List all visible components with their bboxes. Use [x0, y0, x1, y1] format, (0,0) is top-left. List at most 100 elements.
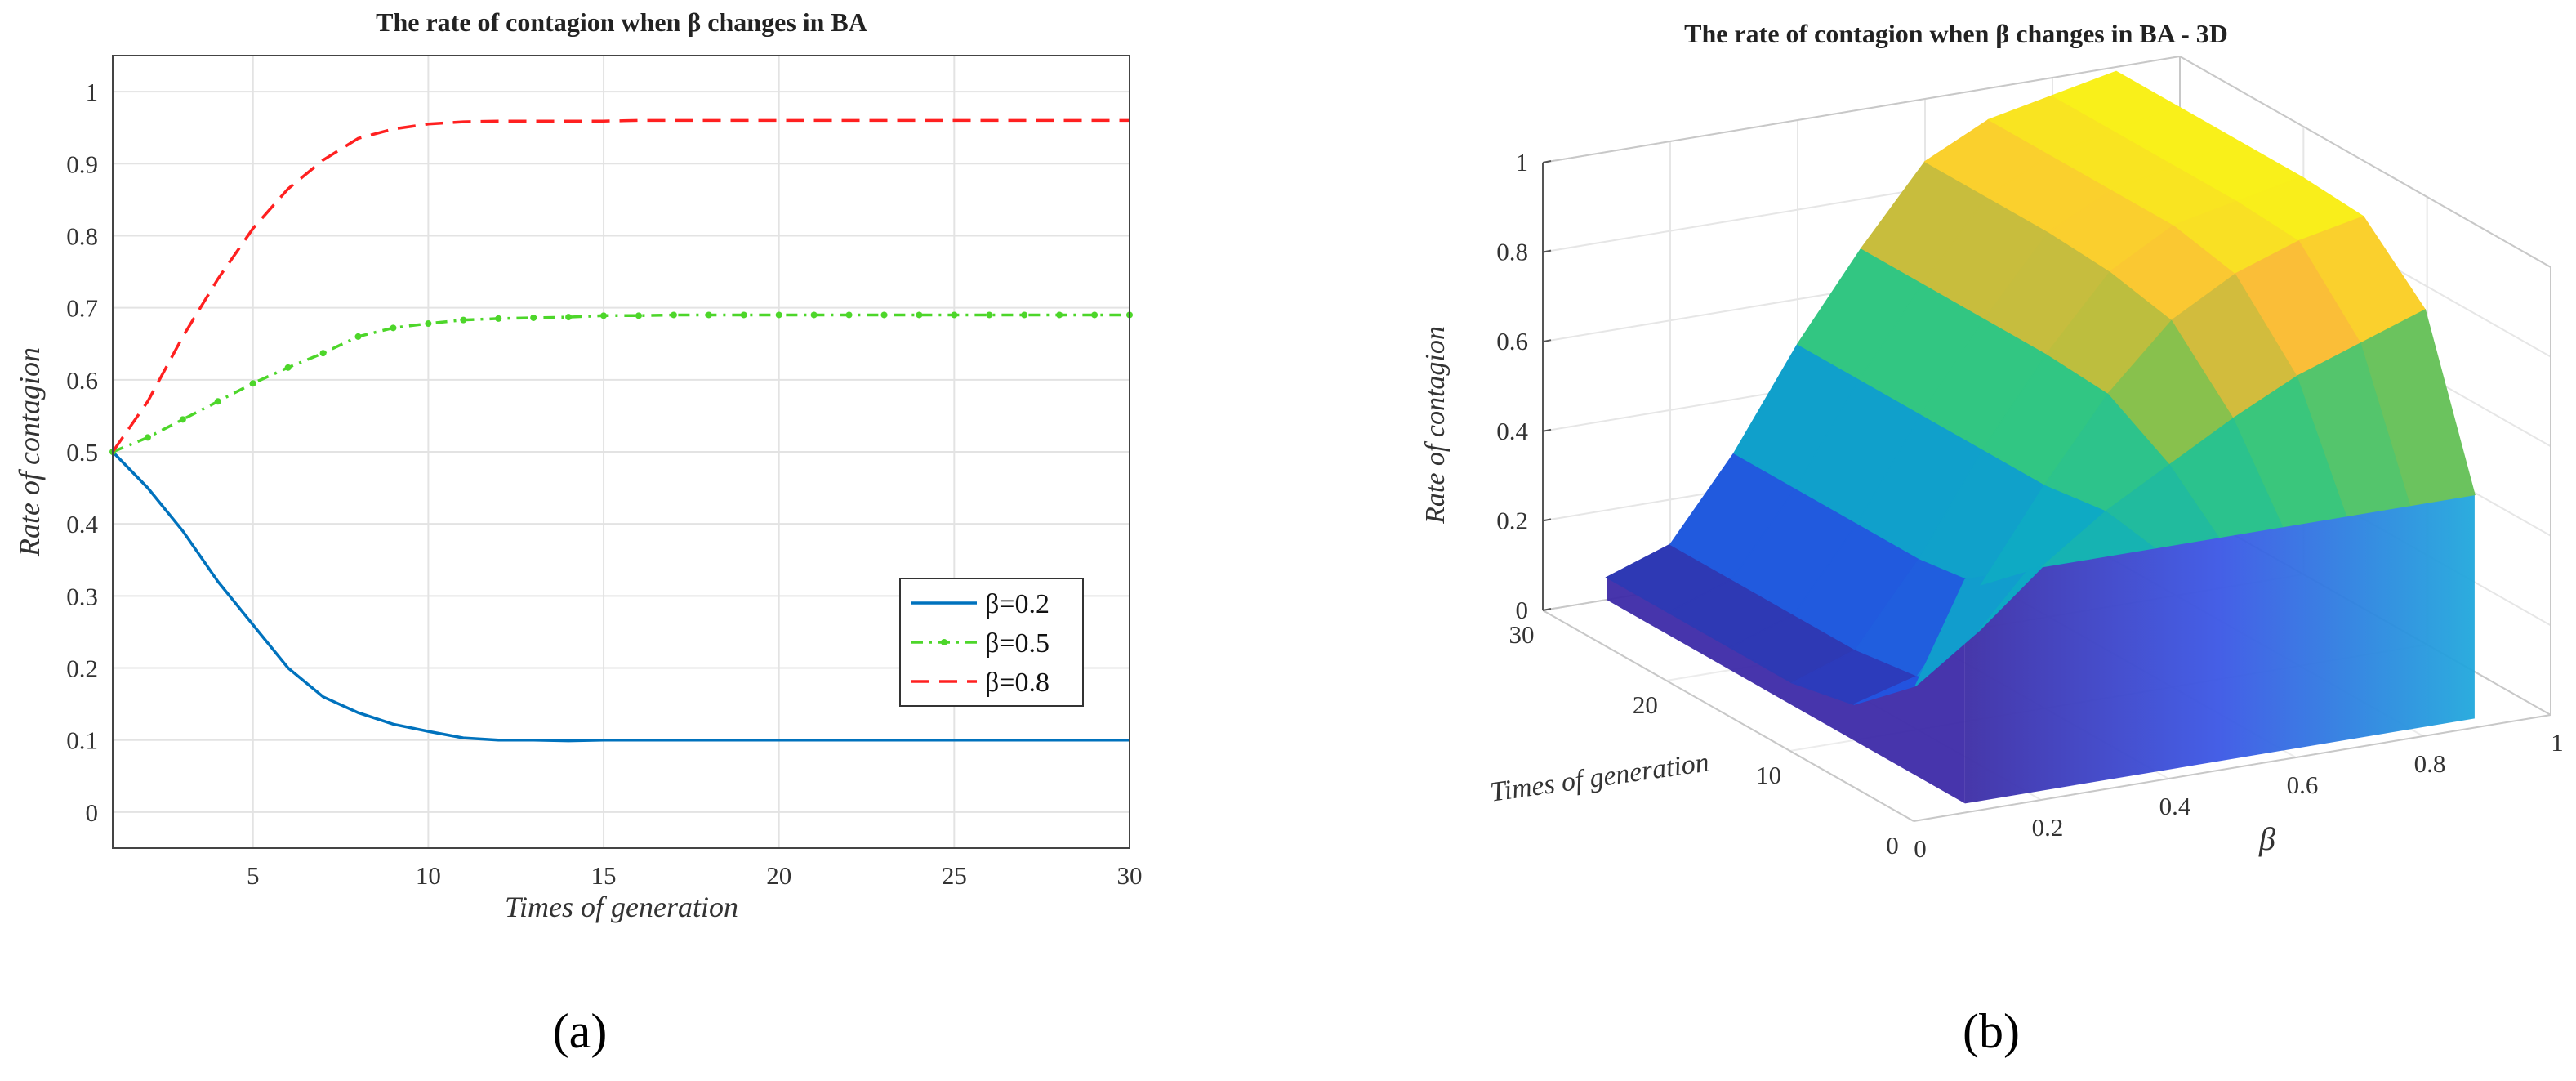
chart-a-title: The rate of contagion when β changes in …: [376, 7, 867, 37]
chart-b-ztick-mark: [1542, 339, 1552, 343]
chart-a-ytick-label: 1: [86, 78, 99, 106]
chart-a-ytick-label: 0.9: [66, 150, 98, 178]
chart-a-legend-label: β=0.8: [985, 668, 1050, 698]
chart-a-ytick-label: 0.4: [66, 510, 98, 538]
chart-a-series-point: [249, 380, 256, 387]
chart-a-series-point: [635, 312, 642, 319]
chart-a-ytick-label: 0.8: [66, 221, 98, 250]
chart-a-series-point: [460, 316, 467, 324]
chart-a-series-point: [705, 311, 712, 319]
chart-a-plot-frame: [112, 55, 1130, 849]
chart-a-legend-label: β=0.5: [985, 628, 1050, 659]
chart-a-series-point: [565, 314, 573, 321]
chart-b-ztick-label: 0.8: [1496, 238, 1528, 266]
chart-b-ztick-label: 0.2: [1496, 506, 1528, 534]
chart-a-series-line-3: [111, 118, 1130, 453]
chart-b-zlabel: Rate of contagion: [1420, 326, 1451, 525]
chart-b-box-edge: [1913, 714, 2551, 822]
chart-a-grid: [113, 56, 1130, 848]
chart-b-xlabel: β: [2258, 820, 2275, 857]
chart-a-series-point: [600, 312, 608, 319]
chart-b-xtick-label: 0: [1914, 834, 1927, 863]
chart-a-legend-label: β=0.2: [985, 589, 1050, 619]
chart-b-ztick-label: 1: [1516, 148, 1529, 176]
chart-a-series-point: [1091, 311, 1099, 319]
chart-a-xtick-label: 10: [416, 861, 441, 890]
chart-a-series-point: [214, 398, 221, 405]
chart-a-series-point: [390, 324, 397, 332]
chart-a-series-point: [425, 320, 432, 328]
chart-b-box-edge: [2179, 56, 2551, 268]
chart-a-series-line-2: [112, 313, 1130, 453]
chart-a-ytick-label: 0.1: [66, 726, 98, 755]
chart-b-ztick-mark: [1542, 160, 1552, 163]
chart-a-xtick-label: 15: [591, 861, 617, 890]
chart-a-xtick-label: 20: [766, 861, 791, 890]
chart-a-legend: β=0.2 β=0.5 β=0.8: [899, 578, 1084, 707]
chart-a-series-point: [775, 311, 782, 319]
chart-a-ylabel: Rate of contagion: [13, 347, 46, 557]
chart-b-ytick-label: 0: [1886, 831, 1899, 860]
chart-b-front-face: [1964, 494, 2475, 804]
chart-b: The rate of contagion when β changes in …: [1420, 19, 2564, 863]
chart-a-xtick-label: 30: [1117, 861, 1143, 890]
chart-a-series-point: [986, 311, 993, 319]
chart-a-ytick-label: 0: [86, 798, 99, 827]
chart-b-surface: [1605, 70, 2476, 804]
chart-a-series-point: [740, 311, 747, 319]
chart-a-series-point: [670, 311, 677, 319]
chart-b-xtick-label: 1: [2551, 728, 2564, 757]
chart-a-ytick-label: 0.6: [66, 366, 98, 395]
chart-a-ytick-label: 0.5: [66, 438, 98, 467]
chart-a-series-point: [495, 315, 502, 322]
chart-b-xtick-label: 0.4: [2159, 792, 2191, 820]
chart-a-series-point: [916, 311, 923, 319]
chart-b-ytick-label: 10: [1756, 761, 1781, 789]
panel-b-label: (b): [1963, 1004, 2020, 1058]
chart-a-ticks: 00.10.20.30.40.50.60.70.80.915 10 15 20 25 30: [66, 78, 1142, 890]
chart-a-ytick-label: 0.2: [66, 654, 98, 683]
chart-b-box-edge: [1542, 610, 1914, 822]
chart-b-xtick-label: 0.2: [2032, 813, 2064, 842]
chart-b-ztick-label: 0.4: [1496, 417, 1528, 445]
chart-a: The rate of contagion when β changes in …: [13, 7, 1143, 923]
chart-a-ytick-label: 0.7: [66, 294, 98, 323]
panel-a-label: (a): [553, 1004, 608, 1058]
chart-a-ytick-label: 0.3: [66, 582, 98, 610]
chart-b-box-edge: [1542, 56, 2181, 163]
chart-b-ztick-label: 0: [1516, 596, 1529, 624]
chart-b-ztick-mark: [1542, 518, 1552, 522]
chart-a-series: [109, 118, 1133, 743]
chart-a-series-point: [144, 434, 151, 441]
chart-a-series-point: [1056, 311, 1063, 319]
chart-b-ylabel: Times of generation: [1488, 747, 1711, 807]
chart-a-series-line-1: [111, 450, 1130, 743]
chart-b-ztick-mark: [1542, 249, 1552, 253]
chart-b-xtick-label: 0.6: [2287, 771, 2319, 799]
chart-a-series-point: [845, 311, 853, 319]
chart-a-xtick-label: 25: [942, 861, 967, 890]
chart-a-series-point: [354, 333, 362, 340]
chart-b-ztick-label: 0.6: [1496, 327, 1528, 355]
chart-b-xtick-label: 0.8: [2414, 749, 2446, 778]
chart-a-series-point: [951, 311, 958, 319]
chart-a-series-point: [284, 364, 292, 371]
chart-b-title: The rate of contagion when β changes in …: [1684, 19, 2228, 48]
chart-a-series-point: [179, 416, 186, 423]
chart-a-xtick-label: 5: [247, 861, 260, 890]
chart-a-xlabel: Times of generation: [505, 891, 738, 923]
chart-a-legend-marker: [941, 639, 947, 645]
chart-a-series-point: [810, 311, 818, 319]
chart-b-ytick-label: 20: [1633, 690, 1658, 719]
chart-a-series-point: [1021, 311, 1028, 319]
chart-a-series-point: [319, 350, 327, 357]
chart-b-ztick-mark: [1542, 608, 1552, 611]
chart-a-series-point: [530, 314, 537, 321]
chart-b-ytick-label: 30: [1509, 620, 1535, 649]
chart-b-left-face: [1607, 577, 1965, 804]
chart-b-ztick-mark: [1542, 428, 1552, 432]
chart-b-surface-patch: [2360, 309, 2476, 507]
chart-a-series-point: [880, 311, 888, 319]
